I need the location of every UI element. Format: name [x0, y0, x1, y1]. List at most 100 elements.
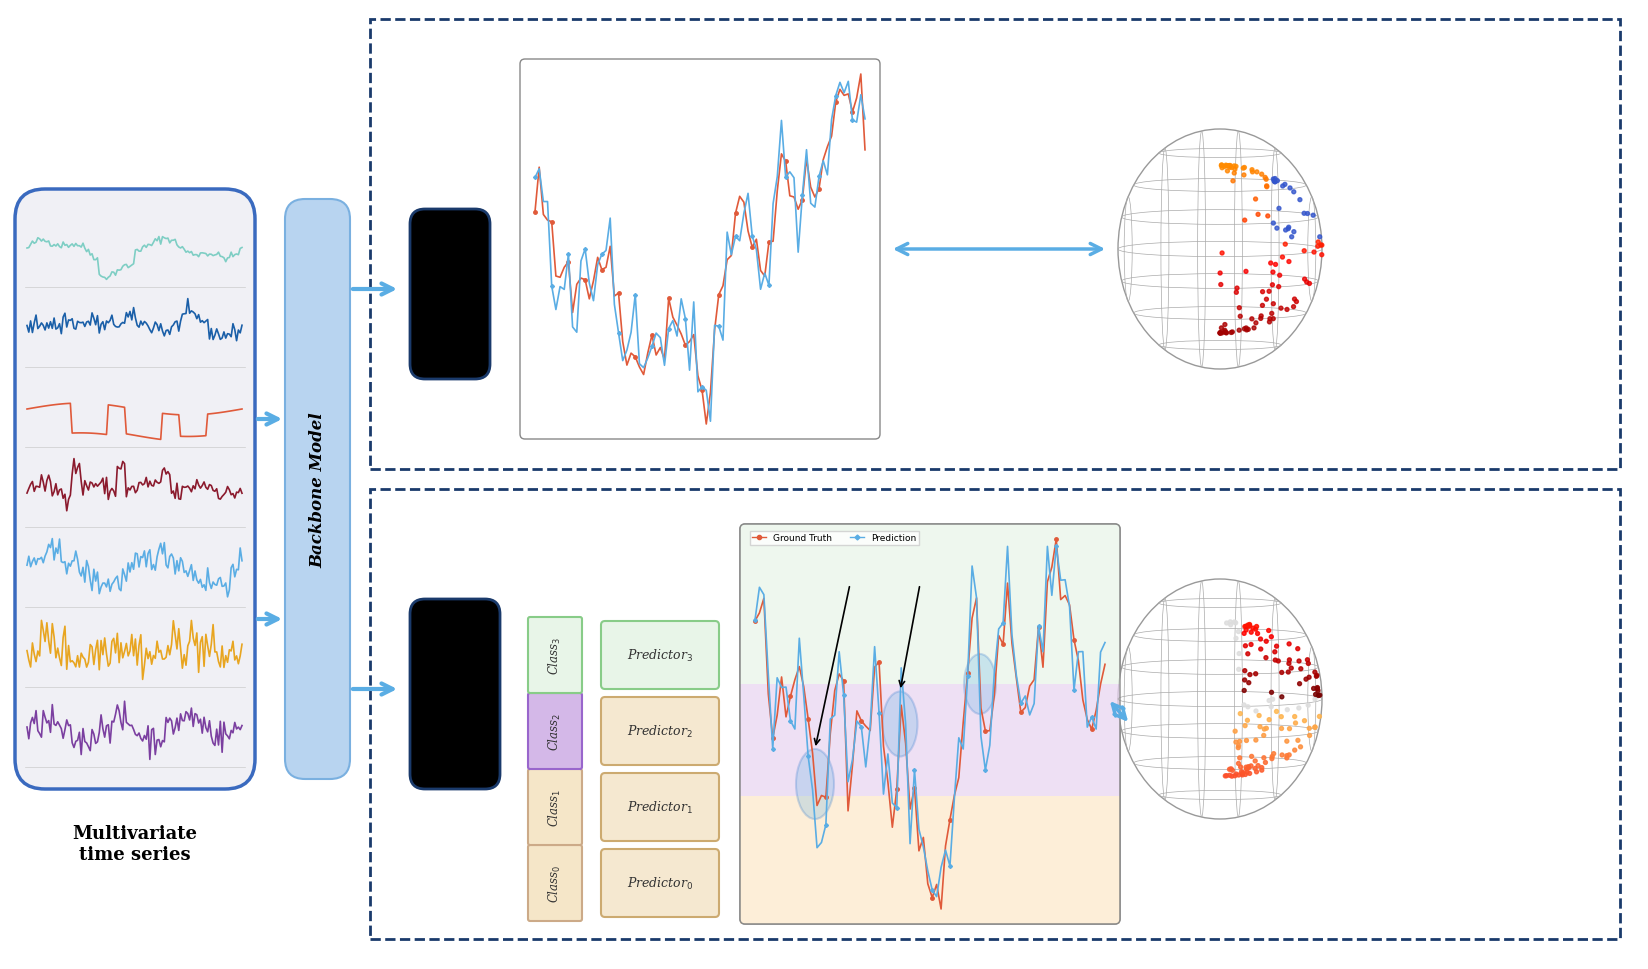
- Point: [1257, 312, 1284, 328]
- Point: [1226, 734, 1252, 749]
- Point: [1259, 685, 1285, 701]
- Point: [1234, 323, 1261, 338]
- Point: [1249, 760, 1276, 775]
- Point: [1264, 221, 1290, 236]
- Point: [1297, 728, 1323, 743]
- Text: Multivariate
time series: Multivariate time series: [73, 825, 198, 863]
- Point: [1236, 618, 1262, 634]
- Point: [1221, 614, 1248, 630]
- Point: [1252, 292, 1279, 307]
- Point: [1226, 767, 1252, 783]
- Point: [1300, 681, 1327, 697]
- Bar: [371, 20, 1620, 470]
- Point: [1224, 740, 1251, 756]
- Point: [1218, 326, 1244, 341]
- Point: [1285, 733, 1312, 748]
- FancyBboxPatch shape: [410, 209, 489, 380]
- Point: [1287, 739, 1313, 755]
- Point: [1213, 158, 1239, 173]
- Point: [1233, 733, 1259, 748]
- Point: [1208, 277, 1234, 293]
- Point: [1239, 621, 1266, 637]
- Point: [1305, 688, 1332, 703]
- Point: [1243, 703, 1269, 719]
- Point: [1218, 614, 1244, 630]
- Ellipse shape: [882, 692, 918, 757]
- Point: [1218, 617, 1244, 633]
- FancyBboxPatch shape: [602, 773, 719, 841]
- Point: [1233, 639, 1259, 654]
- Point: [1224, 281, 1251, 297]
- Point: [1295, 698, 1322, 713]
- Point: [1236, 675, 1262, 691]
- FancyBboxPatch shape: [15, 190, 255, 789]
- Point: [1211, 325, 1238, 340]
- Point: [1249, 298, 1276, 314]
- Point: [1279, 661, 1305, 676]
- Point: [1256, 315, 1282, 330]
- Bar: [740, 797, 1121, 924]
- Point: [1221, 166, 1248, 181]
- Point: [1213, 326, 1239, 341]
- Point: [1220, 173, 1246, 189]
- Text: Predictor$_3$: Predictor$_3$: [626, 647, 694, 664]
- Point: [1274, 703, 1300, 718]
- Point: [1269, 747, 1295, 763]
- Point: [1229, 766, 1256, 782]
- Point: [1262, 172, 1289, 187]
- Point: [1211, 160, 1238, 175]
- Point: [1264, 173, 1290, 189]
- Point: [1249, 168, 1276, 183]
- Point: [1233, 265, 1259, 280]
- Point: [1234, 646, 1261, 662]
- Point: [1282, 709, 1309, 725]
- Point: [1221, 724, 1248, 739]
- Point: [1302, 720, 1328, 735]
- Point: [1294, 206, 1320, 222]
- Point: [1302, 692, 1328, 707]
- Point: [1229, 766, 1256, 781]
- Point: [1269, 689, 1295, 704]
- FancyBboxPatch shape: [602, 621, 719, 689]
- Point: [1223, 159, 1249, 174]
- Point: [1280, 299, 1307, 315]
- Point: [1305, 234, 1332, 250]
- Point: [1280, 185, 1307, 201]
- Point: [1252, 171, 1279, 186]
- Point: [1264, 703, 1290, 719]
- Point: [1269, 665, 1295, 680]
- Point: [1216, 160, 1243, 175]
- Point: [1224, 624, 1251, 640]
- Point: [1276, 656, 1302, 672]
- Point: [1218, 762, 1244, 777]
- Point: [1206, 326, 1233, 341]
- Point: [1236, 761, 1262, 776]
- Point: [1243, 761, 1269, 776]
- Point: [1276, 747, 1302, 763]
- Point: [1208, 321, 1234, 336]
- Point: [1272, 177, 1299, 193]
- Point: [1251, 722, 1277, 737]
- Text: Class$_0$: Class$_0$: [547, 863, 564, 902]
- Point: [1252, 634, 1279, 649]
- Point: [1257, 629, 1284, 644]
- Point: [1216, 767, 1243, 783]
- FancyBboxPatch shape: [602, 849, 719, 917]
- FancyBboxPatch shape: [410, 600, 499, 789]
- Point: [1269, 721, 1295, 736]
- Text: Class$_3$: Class$_3$: [547, 636, 564, 674]
- Point: [1228, 760, 1254, 775]
- Point: [1231, 619, 1257, 635]
- Text: Class$_2$: Class$_2$: [547, 712, 564, 750]
- Point: [1243, 622, 1269, 638]
- Point: [1277, 181, 1304, 197]
- Point: [1307, 688, 1333, 703]
- Point: [1274, 750, 1300, 766]
- Point: [1226, 662, 1252, 677]
- Point: [1304, 669, 1330, 684]
- Point: [1276, 652, 1302, 668]
- Point: [1274, 302, 1300, 318]
- Point: [1206, 326, 1233, 341]
- Point: [1239, 163, 1266, 178]
- Point: [1246, 708, 1272, 724]
